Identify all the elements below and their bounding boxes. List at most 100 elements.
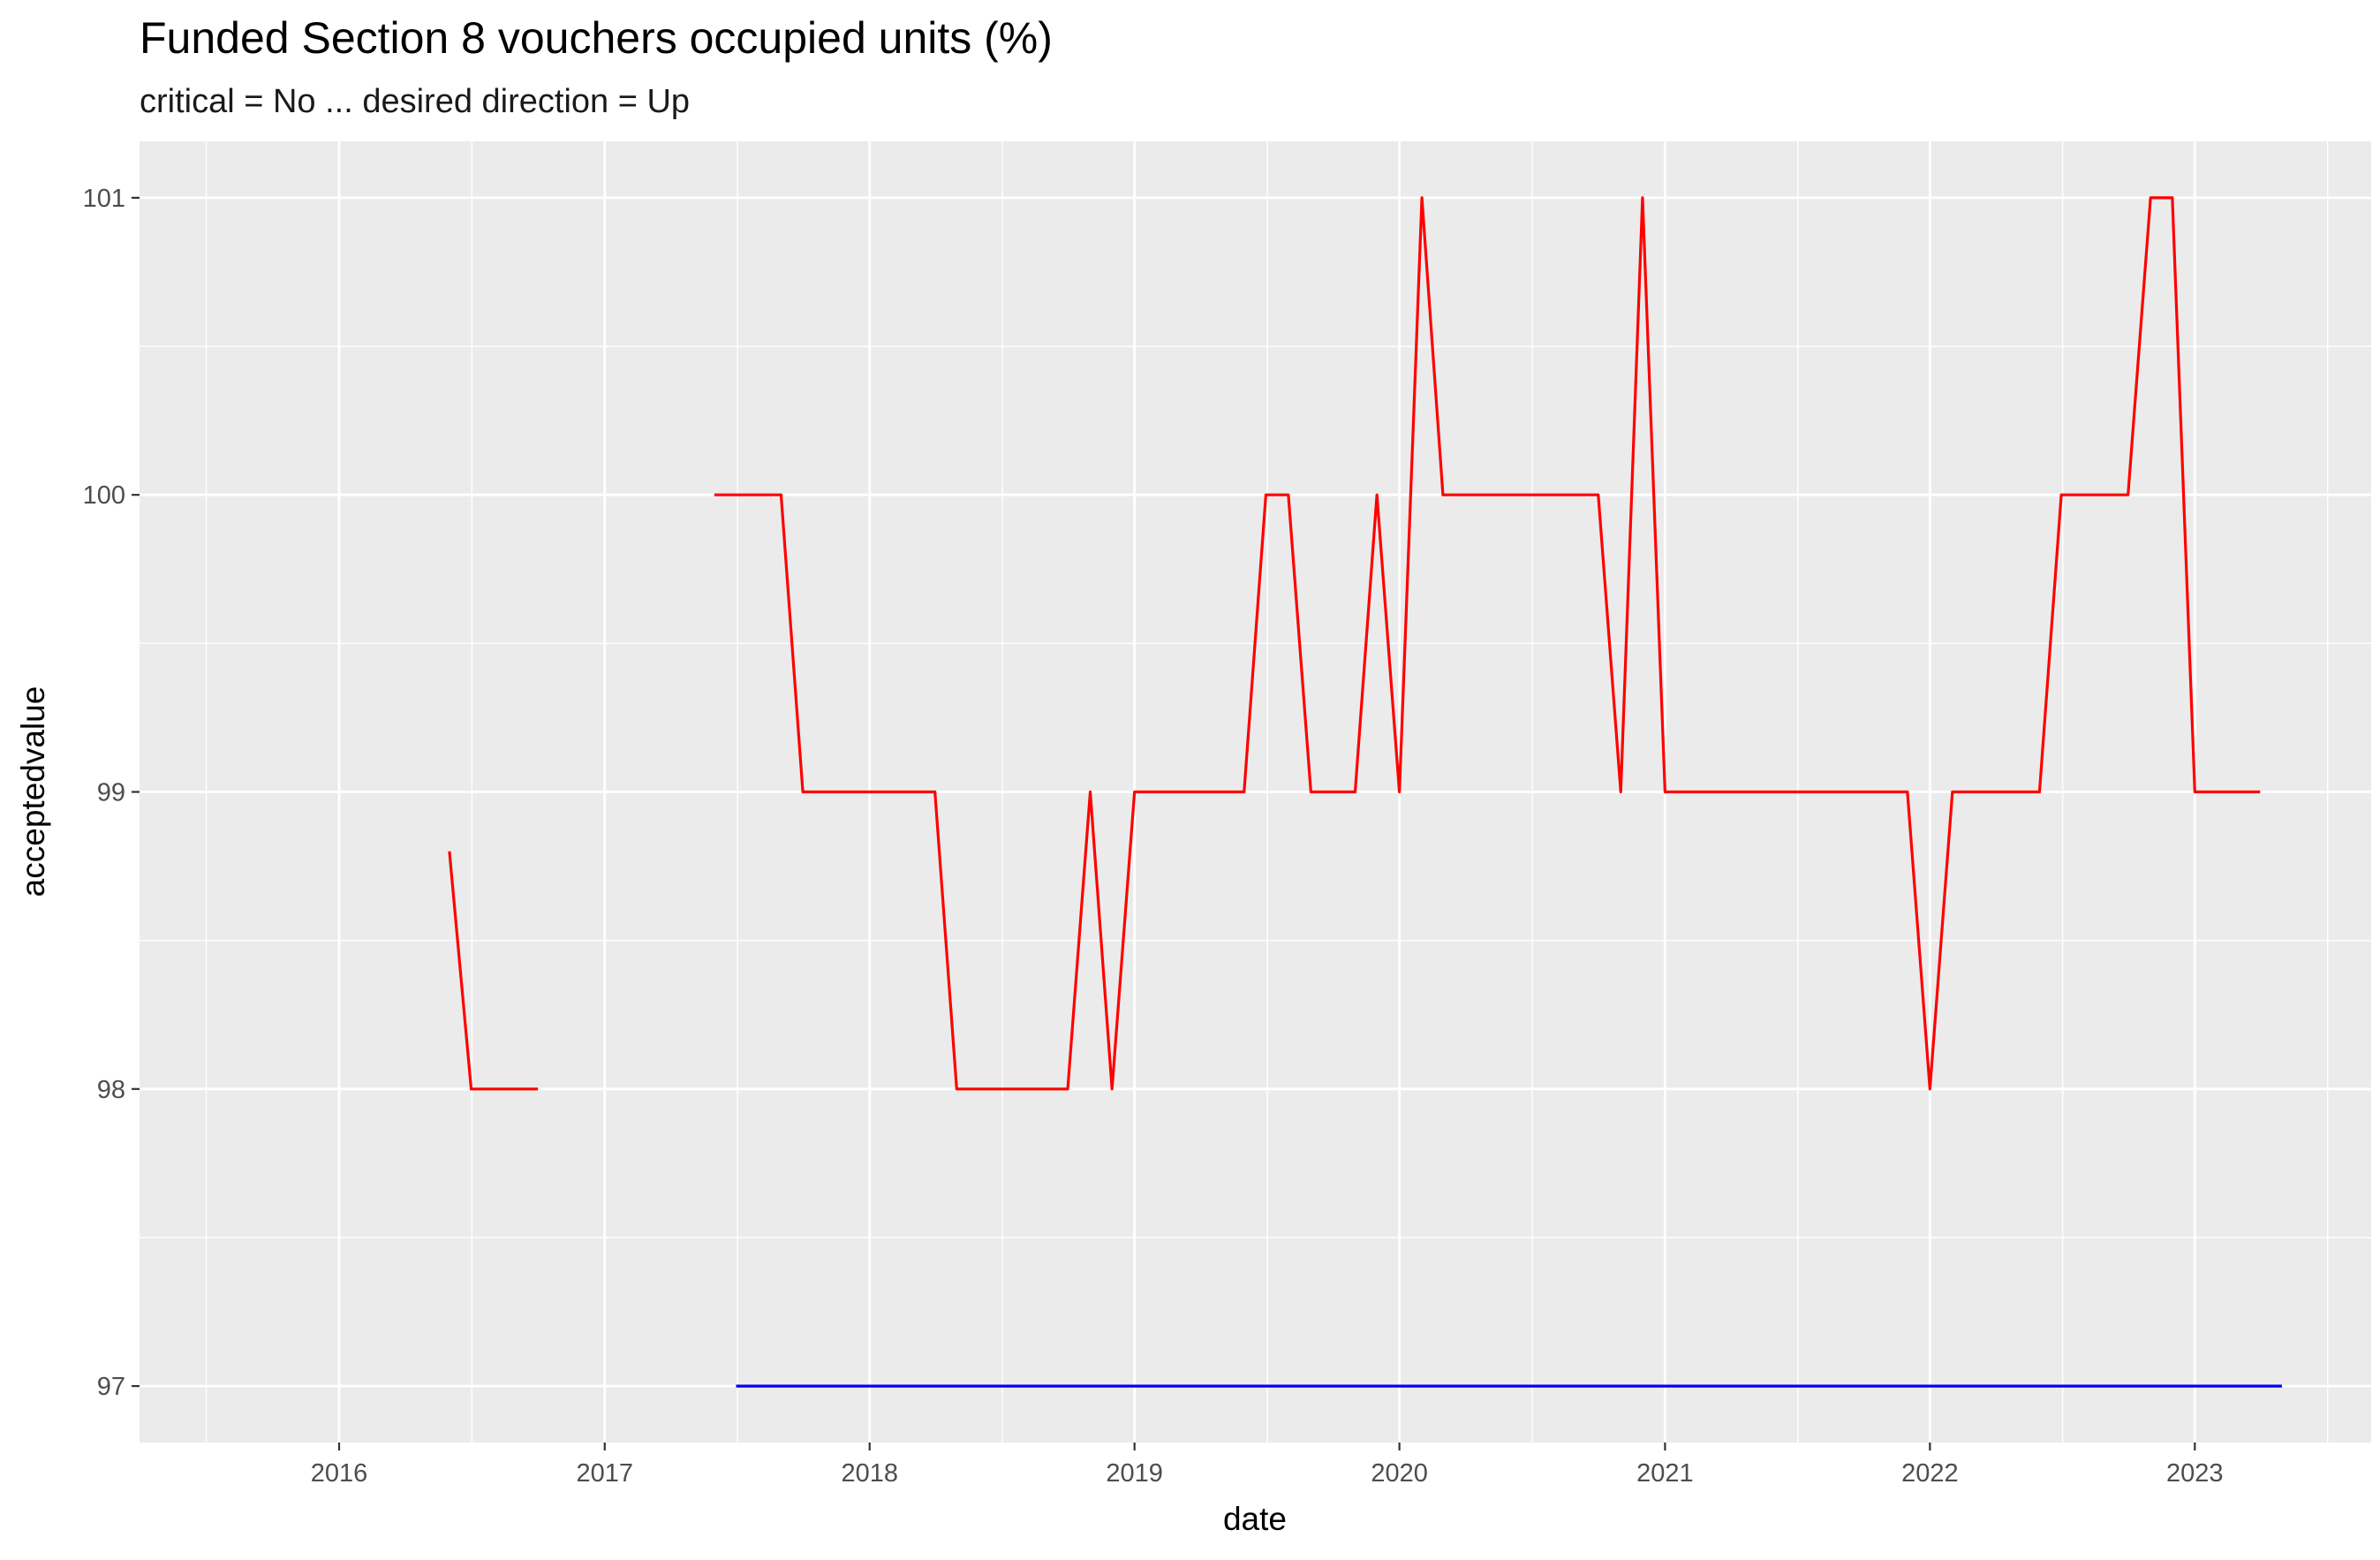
x-tick-label: 2020 [1371, 1459, 1428, 1488]
data-point [1750, 791, 1754, 794]
data-point [1441, 493, 1445, 496]
data-point [978, 1087, 981, 1091]
data-point [1794, 791, 1798, 794]
data-point [492, 1087, 495, 1091]
data-point [1575, 493, 1578, 496]
y-tick-label: 101 [83, 185, 125, 213]
data-point [910, 791, 914, 794]
data-point [1243, 791, 1246, 794]
y-tick-label: 98 [97, 1076, 125, 1104]
data-point [801, 791, 805, 794]
data-point [2236, 791, 2240, 794]
data-point [1993, 791, 1997, 794]
data-point [1884, 791, 1887, 794]
data-point [1398, 791, 1402, 794]
data-point [1641, 196, 1644, 200]
data-point [2216, 791, 2219, 794]
x-axis-title: date [1223, 1501, 1287, 1537]
data-point [470, 1087, 473, 1091]
data-point [1220, 791, 1223, 794]
data-point [890, 791, 894, 794]
data-point [1951, 791, 1954, 794]
data-point [713, 493, 716, 496]
data-point [1971, 791, 1975, 794]
x-axis: 2016 2017 2018 2019 2020 2021 2022 2023 [311, 1443, 2224, 1488]
x-tick-label: 2022 [1901, 1459, 1959, 1488]
data-point [2059, 493, 2063, 496]
data-point [1619, 791, 1622, 794]
data-point [1287, 493, 1290, 496]
data-point [2104, 493, 2108, 496]
data-point [2037, 791, 2041, 794]
data-point [515, 1087, 518, 1091]
data-point [1022, 1087, 1025, 1091]
data-point [2193, 791, 2196, 794]
x-tick-label: 2016 [311, 1459, 368, 1488]
chart-subtitle: critical = No ... desired direction = Up [140, 83, 690, 120]
data-point [2171, 196, 2174, 200]
data-point [1840, 791, 1843, 794]
data-point [1264, 493, 1267, 496]
x-tick-label: 2018 [841, 1459, 898, 1488]
data-point [779, 493, 782, 496]
data-point [448, 850, 451, 853]
data-point [2149, 196, 2152, 200]
y-tick-label: 99 [97, 779, 125, 807]
series-line-red [714, 196, 2261, 1091]
data-point [1706, 791, 1710, 794]
y-axis-title: acceptedvalue [15, 686, 51, 897]
x-tick-label: 2019 [1106, 1459, 1163, 1488]
data-point [845, 791, 849, 794]
data-point [1420, 196, 1424, 200]
data-point [1508, 493, 1512, 496]
data-point [2127, 493, 2130, 496]
data-point [1089, 791, 1092, 794]
data-point [1309, 791, 1312, 794]
data-point [824, 791, 827, 794]
data-point [955, 1087, 958, 1091]
data-point [1110, 1087, 1114, 1091]
data-point [1928, 1087, 1931, 1091]
data-point [2258, 791, 2262, 794]
data-point [1772, 791, 1776, 794]
data-point [868, 791, 872, 794]
data-point [735, 1384, 738, 1388]
data-point [1553, 493, 1556, 496]
data-point [1066, 1087, 1069, 1091]
x-tick-label: 2021 [1636, 1459, 1694, 1488]
y-axis: 97 98 99 100 101 [83, 185, 140, 1401]
data-point [1175, 791, 1179, 794]
data-point [1728, 791, 1732, 794]
y-tick-label: 97 [97, 1373, 125, 1401]
data-point [1663, 791, 1666, 794]
data-point [2015, 791, 2019, 794]
data-point [999, 1087, 1002, 1091]
data-point [1331, 791, 1334, 794]
data-point [933, 791, 937, 794]
data-point [1353, 791, 1356, 794]
series-layer [448, 196, 2284, 1388]
data-point [1198, 791, 1202, 794]
data-point [1817, 791, 1821, 794]
data-point [1044, 1087, 1047, 1091]
chart-title: Funded Section 8 vouchers occupied units… [140, 13, 1053, 63]
data-point [536, 1087, 540, 1091]
data-point [1530, 493, 1533, 496]
data-point [1862, 791, 1865, 794]
data-point [757, 493, 760, 496]
data-point [2280, 1384, 2284, 1388]
x-tick-label: 2023 [2166, 1459, 2224, 1488]
data-point [1463, 493, 1467, 496]
data-point [1375, 493, 1379, 496]
data-point [1597, 493, 1600, 496]
x-tick-label: 2017 [577, 1459, 634, 1488]
data-point [1155, 791, 1159, 794]
series-line-red [448, 851, 539, 1091]
data-point [2082, 493, 2086, 496]
data-point [1133, 791, 1137, 794]
data-point [1485, 493, 1489, 496]
data-point [735, 493, 738, 496]
data-point [1686, 791, 1689, 794]
data-point [1906, 791, 1909, 794]
